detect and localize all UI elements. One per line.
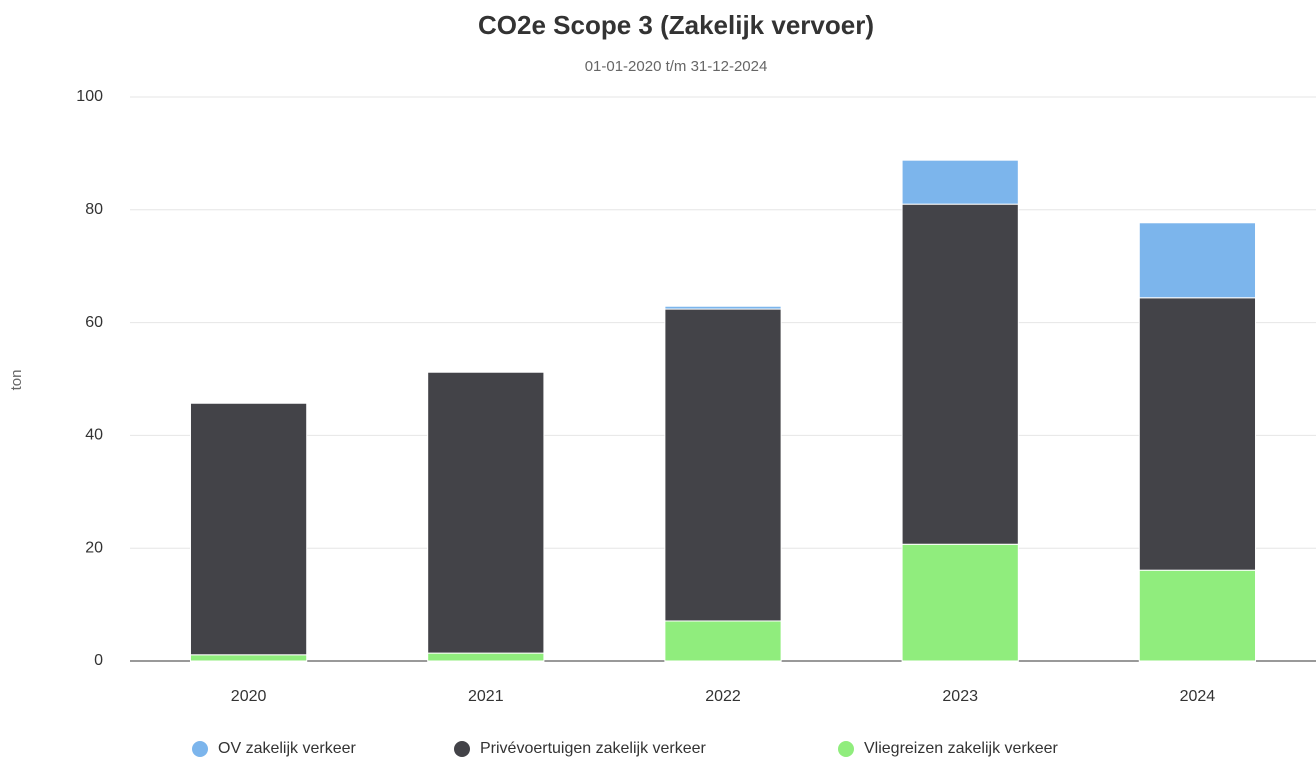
legend-label: Vliegreizen zakelijk verkeer	[864, 740, 1059, 757]
bar-segment	[664, 620, 782, 662]
legend-label: OV zakelijk verkeer	[218, 740, 356, 757]
legend-marker	[454, 741, 470, 757]
bar-segment	[1138, 569, 1257, 662]
y-tick-label: 100	[76, 88, 103, 105]
bar-segment	[901, 203, 1019, 545]
bar-segment	[1138, 222, 1257, 299]
y-axis-label: ton	[8, 370, 25, 391]
x-tick-label: 2023	[942, 688, 978, 705]
chart-title: CO2e Scope 3 (Zakelijk vervoer)	[478, 10, 874, 40]
bar-segment	[901, 159, 1019, 205]
y-tick-label: 80	[85, 201, 103, 218]
x-tick-label: 2024	[1180, 688, 1216, 705]
y-tick-label: 60	[85, 314, 103, 331]
bar-segment	[664, 305, 782, 310]
y-tick-label: 40	[85, 427, 103, 444]
bar-segment	[427, 652, 545, 662]
chart-subtitle: 01-01-2020 t/m 31-12-2024	[585, 58, 768, 75]
y-tick-label: 0	[94, 652, 103, 669]
x-tick-label: 2020	[231, 688, 267, 705]
bar-segment	[427, 371, 545, 654]
legend-marker	[192, 741, 208, 757]
bar-segment	[664, 308, 782, 622]
bar-segment	[189, 402, 308, 656]
legend-marker	[838, 741, 854, 757]
bar-segment	[189, 654, 308, 662]
bar-segment	[1138, 297, 1257, 571]
y-tick-label: 20	[85, 539, 103, 556]
x-tick-label: 2021	[468, 688, 504, 705]
bar-segment	[901, 543, 1019, 662]
legend-label: Privévoertuigen zakelijk verkeer	[480, 740, 707, 757]
x-tick-label: 2022	[705, 688, 741, 705]
